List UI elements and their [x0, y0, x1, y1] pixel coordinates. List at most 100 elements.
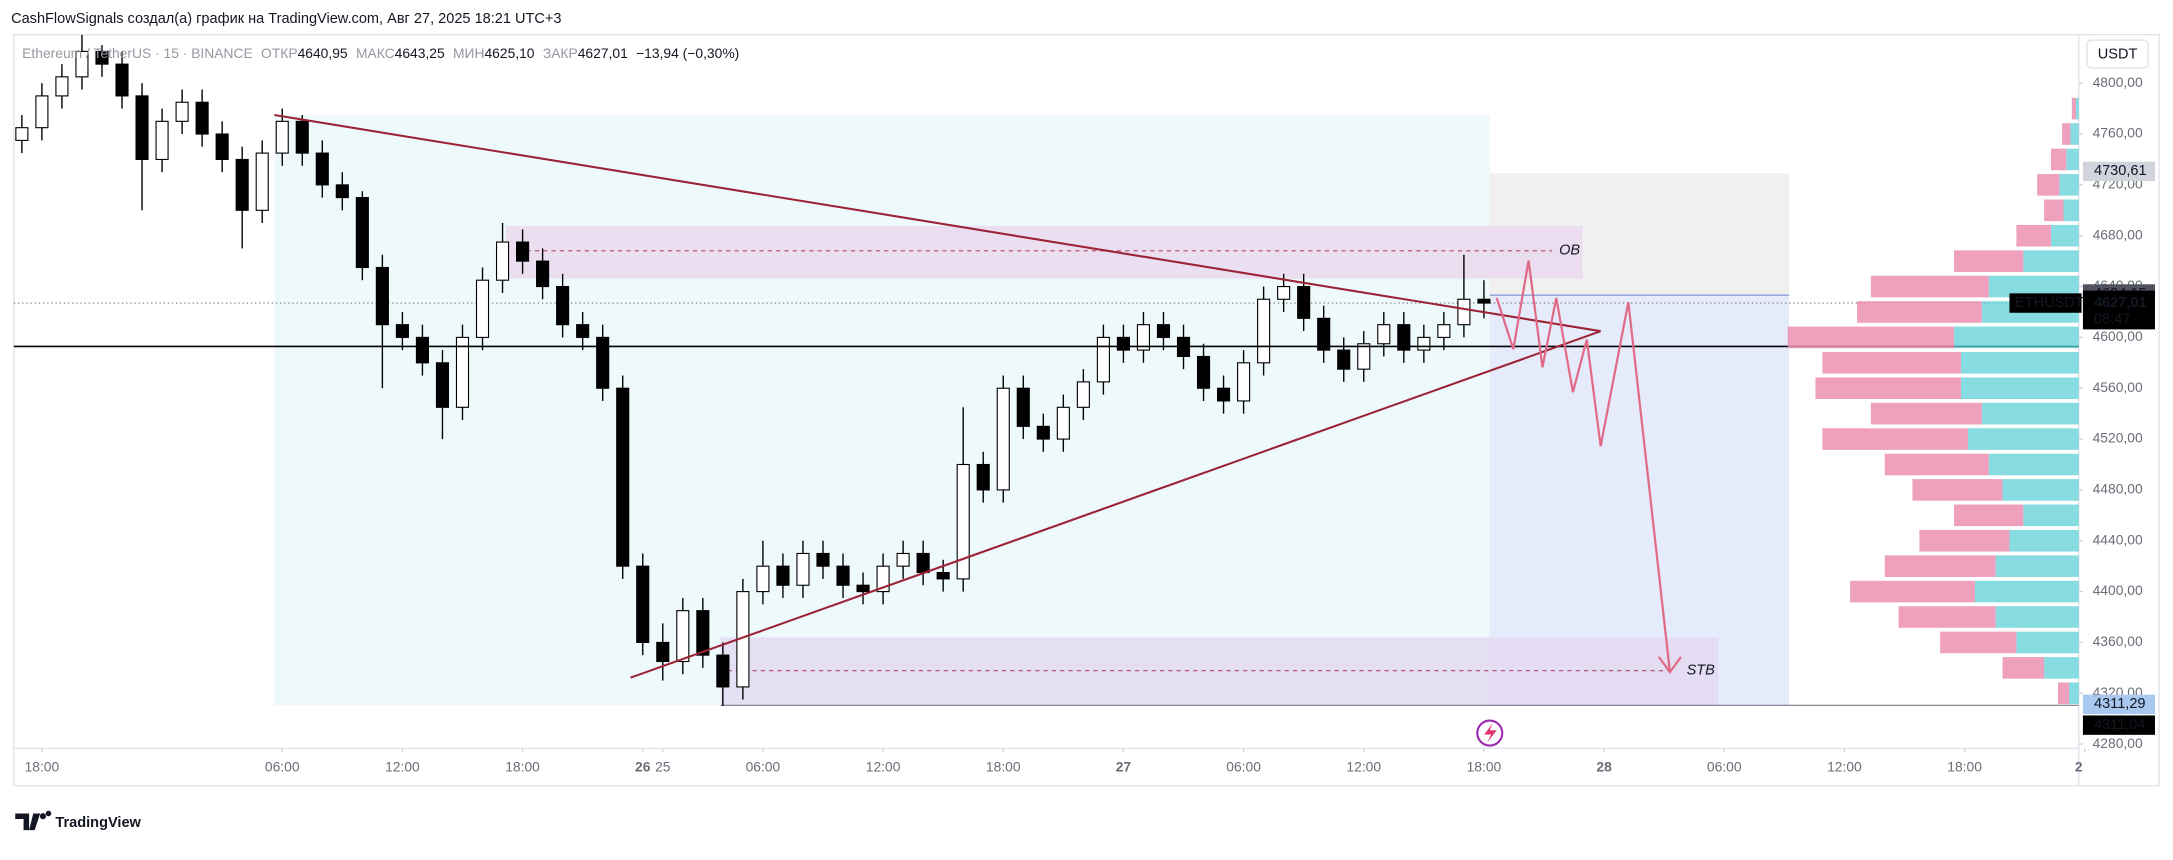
candle-body: [596, 336, 610, 389]
legend: Ethereum / TetherUS · 15 · BINANCE ОТКР46…: [22, 45, 739, 61]
candle-body: [335, 184, 349, 199]
ob-label: OB: [1559, 243, 1580, 259]
profile-down: [1822, 428, 1968, 450]
symbol-tag: [2009, 293, 2082, 313]
candle-body: [75, 50, 89, 78]
y-tick-label: 4400,00: [2093, 582, 2143, 598]
legend-symbol: Ethereum / TetherUS · 15 · BINANCE: [22, 45, 253, 61]
candle-body: [315, 152, 329, 186]
header: CashFlowSignals создал(а) график на Trad…: [11, 11, 561, 27]
profile-down: [2062, 123, 2071, 145]
candle-body: [1437, 324, 1451, 338]
candle-body: [1357, 343, 1371, 370]
candle-body: [415, 336, 429, 364]
price-axis: 18:00 25 06:00 12:00 18:00 26 06:00 12:00 18:00 2…: [25, 74, 2155, 774]
profile-up: [2069, 682, 2079, 705]
profile-down: [2002, 657, 2045, 679]
brand-logo: TradingView: [15, 810, 142, 831]
candle-body: [1417, 336, 1431, 351]
y-tick-label: 4560,00: [2093, 379, 2143, 395]
profile-down: [2051, 148, 2067, 171]
candle-body: [395, 324, 409, 338]
candle-body: [936, 571, 950, 580]
profile-down: [1912, 479, 2003, 501]
triangle-line: [630, 330, 1601, 679]
profile-down: [1884, 453, 1989, 476]
legend-label: МАКС: [356, 45, 395, 61]
y-tick-label: 4800,00: [2093, 74, 2143, 90]
x-tick-label: 18:00: [1947, 758, 1982, 774]
x-tick-label: 12:00: [1346, 758, 1381, 774]
event-icon[interactable]: [1476, 719, 1504, 747]
legend-label: ЗАКР: [543, 45, 578, 61]
x-tick-label: 18:00: [986, 758, 1021, 774]
profile-up: [1974, 580, 2079, 603]
candle-body: [916, 552, 930, 574]
stb-label: STB: [1687, 663, 1716, 679]
candle-body: [235, 158, 249, 211]
x-tick-label: 12:00: [1827, 758, 1862, 774]
candle-body: [956, 463, 970, 580]
x-tick-label: 28: [1596, 758, 1612, 774]
candle-body: [115, 63, 129, 97]
candle-body: [1337, 349, 1351, 370]
profile-down: [1898, 606, 1996, 628]
stb-zone: [720, 637, 1719, 706]
currency-button[interactable]: [2086, 39, 2149, 69]
x-tick-label: 27: [1116, 758, 1132, 774]
profile-up: [2075, 97, 2079, 120]
candle-body: [1377, 324, 1391, 345]
countdown: 08:47: [2094, 312, 2130, 328]
legend-value: 4640,95: [298, 45, 348, 61]
x-tick-label: 18:00: [1467, 758, 1502, 774]
candle-body: [1016, 387, 1030, 427]
candle-body: [1297, 286, 1311, 319]
legend-label: ОТКР: [261, 45, 298, 61]
candle-body: [355, 197, 369, 269]
symbol-label: ETHUSDT: [2015, 295, 2084, 311]
candle-body: [1116, 336, 1130, 351]
y-tick-label: 4760,00: [2093, 125, 2143, 141]
candle-body: [616, 387, 630, 567]
candle-body: [1096, 336, 1110, 383]
candle-body: [1397, 324, 1411, 351]
candle-body: [35, 95, 49, 129]
legend-change: −13,94 (−0,30%): [636, 45, 739, 61]
profile-down: [2037, 174, 2060, 196]
profile-up: [2023, 504, 2079, 527]
y-tick-label: 4280,00: [2093, 735, 2143, 751]
currency-label: USDT: [2098, 47, 2138, 63]
candle-body: [676, 610, 690, 663]
profile-up: [1960, 377, 2079, 400]
profile-up: [1967, 428, 2079, 450]
profile-down: [1870, 275, 1989, 298]
candle-body: [696, 610, 710, 656]
profile-up: [2063, 199, 2079, 222]
profile-down: [1850, 580, 1975, 603]
x-tick-label: 06:00: [265, 758, 300, 774]
profile-up: [2051, 224, 2079, 247]
profile-down: [1954, 250, 2024, 272]
x-tick-label: 06:00: [746, 758, 781, 774]
x-tick-label: 06:00: [1707, 758, 1742, 774]
last-price-label: 4627,01: [2094, 295, 2147, 311]
candle-body: [475, 279, 490, 338]
legend-value: 4627,01: [578, 45, 628, 61]
candle-body: [1056, 406, 1070, 440]
candle-body: [976, 463, 990, 491]
legend-value: 4625,10: [484, 45, 534, 61]
event-icon-bolt: [1484, 723, 1497, 743]
logo-mark: [15, 810, 52, 831]
candle-body: [1237, 362, 1251, 402]
profile-down: [1815, 377, 1961, 400]
x-tick-label: 26: [635, 758, 651, 774]
price-tag-label: 4311,29: [2094, 696, 2146, 712]
candle-body: [215, 133, 229, 161]
logo-dot: [39, 813, 47, 820]
candle-body: [756, 565, 770, 593]
candle-body: [656, 641, 670, 663]
candle-body: [1216, 387, 1231, 402]
profile-up: [2044, 657, 2079, 679]
profile-up: [1988, 275, 2079, 298]
profile-up: [1981, 402, 2079, 425]
